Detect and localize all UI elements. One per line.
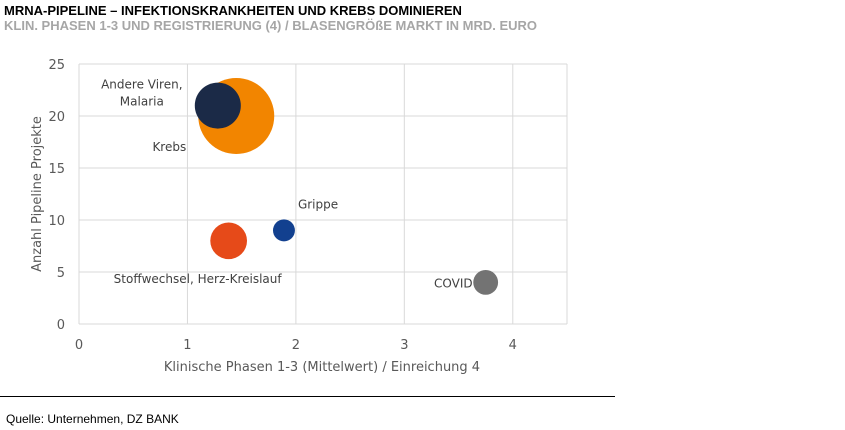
bubble-andere-viren-malaria xyxy=(194,82,241,129)
y-tick-label: 15 xyxy=(48,162,65,177)
y-tick-label: 20 xyxy=(48,110,65,125)
source-note: Quelle: Unternehmen, DZ BANK xyxy=(6,412,179,426)
y-tick-label: 10 xyxy=(48,214,65,229)
x-tick-label: 4 xyxy=(509,338,517,353)
y-tick-label: 0 xyxy=(57,318,65,333)
y-axis-title: Anzahl Pipeline Projekte xyxy=(30,116,45,272)
bubble-label: COVID xyxy=(434,276,473,290)
x-tick-label: 2 xyxy=(292,338,300,353)
bubble-labels: Krebs Andere Viren, Malaria Stoffwechsel, H… xyxy=(101,78,473,291)
bubble-covid xyxy=(473,269,499,295)
bubble-grippe xyxy=(272,219,295,242)
x-tick-label: 0 xyxy=(75,338,83,353)
footer-divider xyxy=(0,396,615,397)
x-tick-label: 1 xyxy=(183,338,191,353)
x-tick-label: 3 xyxy=(400,338,408,353)
bubble-label: Andere Viren, Malaria xyxy=(101,78,182,109)
bubble-label: Krebs xyxy=(152,140,186,154)
y-tick-label: 5 xyxy=(57,266,65,281)
chart-ticks: 0 5 10 15 20 25 0 1 2 3 4 xyxy=(48,58,516,353)
chart-subtitle: KLIN. PHASEN 1-3 UND REGISTRIERUNG (4) /… xyxy=(4,18,538,33)
y-tick-label: 25 xyxy=(48,58,65,73)
chart-title: MRNA-PIPELINE – INFEKTIONSKRANKHEITEN UN… xyxy=(4,3,462,18)
chart-bubbles xyxy=(194,78,499,295)
x-axis-title: Klinische Phasen 1-3 (Mittelwert) / Einr… xyxy=(164,360,480,375)
bubble-stoffwechsel-herz-kreislauf xyxy=(210,222,248,260)
bubble-label: Grippe xyxy=(298,197,338,211)
bubble-label: Stoffwechsel, Herz-Kreislauf xyxy=(114,272,283,286)
